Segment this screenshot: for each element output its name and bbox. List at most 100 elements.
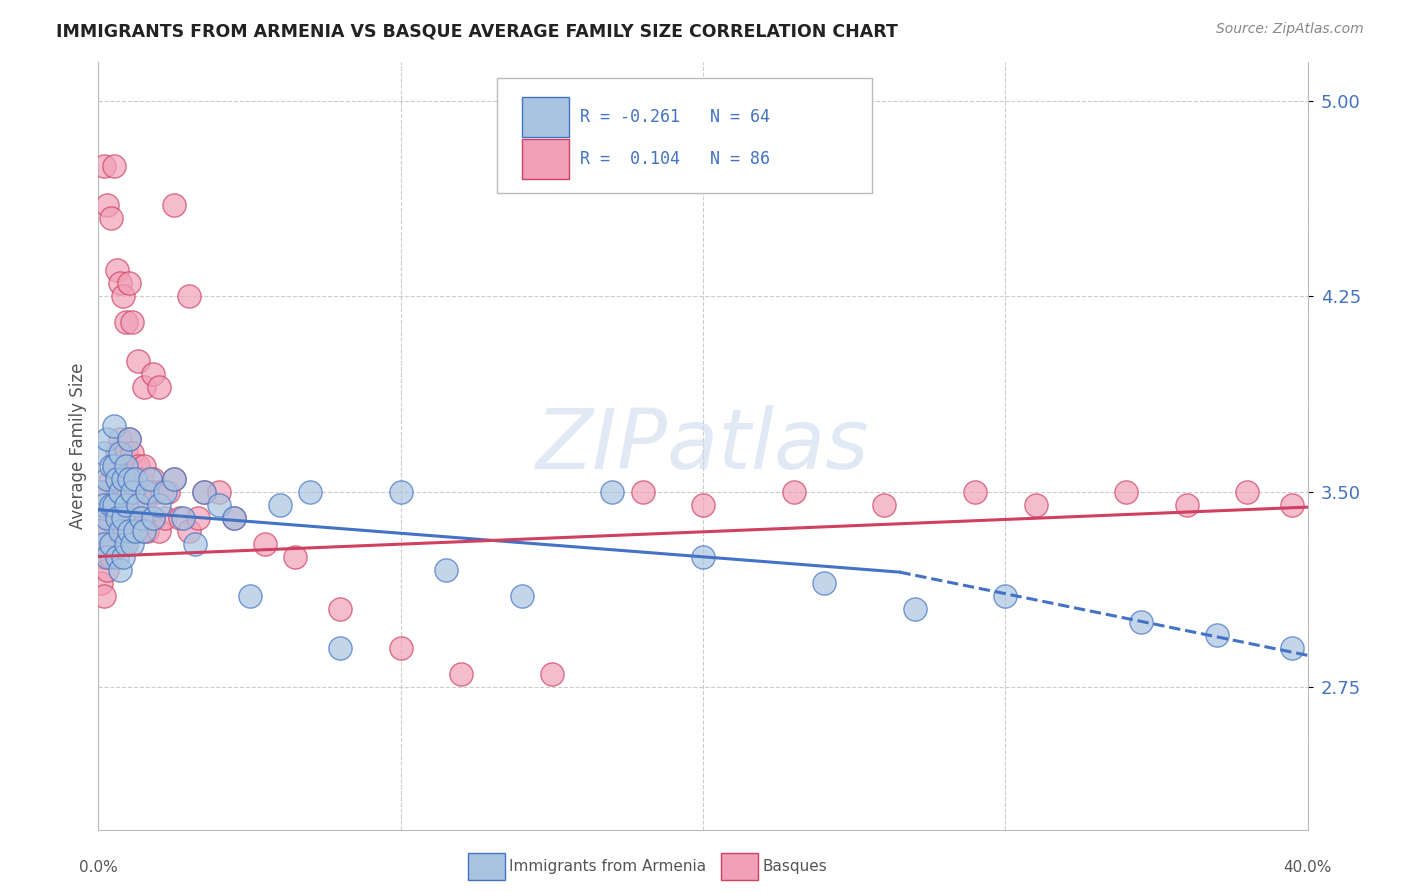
FancyBboxPatch shape — [522, 97, 569, 136]
Point — [111, 498, 134, 512]
Point — [103, 458, 125, 473]
Point — [389, 640, 412, 655]
FancyBboxPatch shape — [498, 78, 872, 193]
Point — [873, 498, 896, 512]
Point — [142, 510, 165, 524]
Point — [540, 666, 562, 681]
Point — [108, 524, 131, 538]
Point — [153, 510, 176, 524]
Point — [108, 562, 131, 576]
Point — [96, 433, 118, 447]
Point — [187, 510, 209, 524]
Point — [90, 536, 112, 550]
Point — [269, 498, 291, 512]
Point — [114, 484, 136, 499]
Point — [163, 198, 186, 212]
Point — [965, 484, 987, 499]
Point — [103, 498, 125, 512]
Point — [118, 277, 141, 291]
Point — [93, 445, 115, 459]
Point — [1281, 498, 1303, 512]
Point — [132, 380, 155, 394]
Point — [253, 536, 276, 550]
Point — [105, 263, 128, 277]
Point — [132, 458, 155, 473]
Text: 0.0%: 0.0% — [79, 860, 118, 875]
Point — [179, 289, 201, 303]
Point — [103, 536, 125, 550]
Point — [124, 510, 146, 524]
Point — [208, 498, 231, 512]
Point — [1024, 498, 1046, 512]
Point — [96, 198, 118, 212]
Text: ZIPatlas: ZIPatlas — [536, 406, 870, 486]
Point — [148, 498, 170, 512]
Point — [239, 589, 262, 603]
Point — [450, 666, 472, 681]
Point — [135, 484, 157, 499]
Text: R = -0.261   N = 64: R = -0.261 N = 64 — [579, 108, 769, 126]
Text: Basques: Basques — [762, 859, 827, 873]
Y-axis label: Average Family Size: Average Family Size — [69, 363, 87, 529]
Point — [118, 524, 141, 538]
Point — [108, 484, 131, 499]
Point — [105, 524, 128, 538]
Point — [224, 510, 246, 524]
Point — [121, 484, 143, 499]
Point — [631, 484, 654, 499]
Text: Immigrants from Armenia: Immigrants from Armenia — [509, 859, 706, 873]
Point — [96, 549, 118, 564]
Point — [108, 277, 131, 291]
Point — [1281, 640, 1303, 655]
Point — [105, 549, 128, 564]
Point — [129, 524, 152, 538]
Point — [111, 510, 134, 524]
Point — [1130, 615, 1153, 629]
Point — [132, 498, 155, 512]
Point — [103, 160, 125, 174]
Point — [93, 536, 115, 550]
Point — [163, 471, 186, 485]
Point — [108, 445, 131, 459]
Point — [692, 549, 714, 564]
Point — [124, 471, 146, 485]
Point — [127, 354, 149, 368]
Point — [142, 471, 165, 485]
Point — [156, 484, 179, 499]
Point — [510, 589, 533, 603]
Point — [783, 484, 806, 499]
Point — [172, 510, 194, 524]
Point — [148, 380, 170, 394]
Point — [96, 562, 118, 576]
Point — [114, 498, 136, 512]
Point — [1236, 484, 1258, 499]
Point — [179, 524, 201, 538]
FancyBboxPatch shape — [522, 139, 569, 179]
Point — [100, 536, 122, 550]
Point — [118, 433, 141, 447]
Point — [100, 211, 122, 226]
Point — [148, 524, 170, 538]
Point — [105, 445, 128, 459]
Point — [142, 510, 165, 524]
Point — [103, 419, 125, 434]
Point — [100, 549, 122, 564]
Point — [1175, 498, 1198, 512]
Point — [184, 536, 207, 550]
Point — [145, 484, 167, 499]
Point — [111, 458, 134, 473]
Point — [96, 471, 118, 485]
Point — [1115, 484, 1137, 499]
Point — [127, 498, 149, 512]
Point — [994, 589, 1017, 603]
Point — [93, 160, 115, 174]
Text: 40.0%: 40.0% — [1284, 860, 1331, 875]
Point — [96, 524, 118, 538]
Point — [111, 536, 134, 550]
Point — [299, 484, 322, 499]
Point — [135, 484, 157, 499]
Point — [124, 524, 146, 538]
Point — [114, 445, 136, 459]
Point — [93, 498, 115, 512]
Point — [93, 510, 115, 524]
